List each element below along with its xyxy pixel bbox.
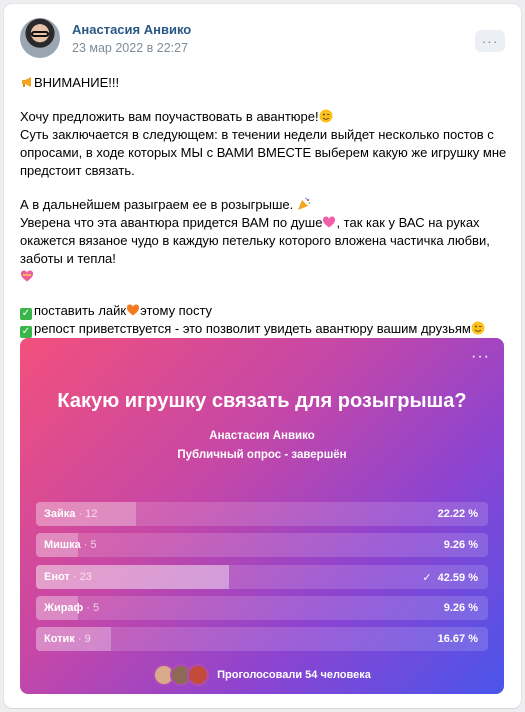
poll-answer-count: · 12 xyxy=(75,508,98,520)
poll-answer-percent: 42.59 % xyxy=(437,572,478,584)
poll-author[interactable]: Анастасия Анвико xyxy=(209,430,315,442)
poll-answer-label: Мишка xyxy=(44,539,81,551)
poll-widget: ··· Какую игрушку связать для розыгрыша?… xyxy=(20,338,504,694)
poll-answer-count: · 23 xyxy=(69,571,92,583)
poll-answer-percent: 16.67 % xyxy=(437,633,478,645)
poll-answer[interactable]: Мишка · 5 9.26 % xyxy=(36,533,488,557)
attention-text: ВНИМАНИЕ!!! xyxy=(34,75,120,90)
post-card: Анастасия Анвико 23 мар 2022 в 22:27 ···… xyxy=(4,4,521,708)
author-avatar[interactable] xyxy=(20,18,60,58)
sparkling-heart-icon xyxy=(323,216,336,228)
poll-answer-bar xyxy=(36,565,229,589)
wink-emoji-icon xyxy=(471,321,485,335)
text-line xyxy=(20,268,510,286)
orange-heart-icon xyxy=(127,304,140,316)
text-line: Суть заключается в следующем: в течении … xyxy=(20,127,507,178)
poll-question: Какую игрушку связать для розыгрыша? xyxy=(57,390,467,412)
voted-suffix: человека xyxy=(320,669,371,681)
poll-answer-bar xyxy=(36,596,78,620)
wink-emoji-icon xyxy=(319,109,333,123)
post-author[interactable]: Анастасия Анвико xyxy=(72,22,192,37)
voted-check-icon: ✓ xyxy=(422,572,432,584)
post-more-button[interactable]: ··· xyxy=(475,30,505,52)
poll-more-button[interactable]: ··· xyxy=(471,348,490,365)
poll-voters[interactable]: Проголосовали 54 человека xyxy=(20,664,504,686)
poll-answer-percent: 22.22 % xyxy=(437,508,478,520)
poll-answer-bar xyxy=(36,533,78,557)
text-line: ✓ поставить лайк этому посту xyxy=(20,303,213,320)
voter-avatar xyxy=(187,664,210,686)
heart-with-ribbon-icon xyxy=(20,270,34,282)
poll-answer-count: · 9 xyxy=(74,633,91,645)
megaphone-icon xyxy=(22,77,31,87)
poll-answer-count: · 5 xyxy=(83,602,100,614)
check-mark-icon: ✓ xyxy=(20,326,32,338)
post-date[interactable]: 23 мар 2022 в 22:27 xyxy=(72,41,189,55)
text-line: Хочу предложить вам поучаствовать в аван… xyxy=(20,108,510,126)
poll-answer-label: Зайка xyxy=(44,508,76,520)
party-popper-icon xyxy=(297,197,311,210)
poll-answer-label: Енот xyxy=(44,571,70,583)
check-mark-icon: ✓ xyxy=(20,308,32,320)
poll-answer[interactable]: Енот · 23 ✓ 42.59 % xyxy=(36,565,488,589)
poll-answer[interactable]: Зайка · 12 22.22 % xyxy=(36,502,488,526)
poll-answer-bar xyxy=(36,502,137,526)
poll-answer-bar xyxy=(36,627,112,651)
voted-prefix: Проголосовали xyxy=(217,669,303,681)
text-line: А в дальнейшем разыграем ее в розыгрыше. xyxy=(20,196,510,214)
poll-answer-percent: 9.26 % xyxy=(443,539,478,551)
poll-answer[interactable]: Жираф · 5 9.26 % xyxy=(36,596,488,620)
poll-answer-label: Котик xyxy=(44,633,75,645)
text-line: ВНИМАНИЕ!!! xyxy=(20,74,510,92)
poll-answer-percent: 9.26 % xyxy=(443,602,478,614)
text-line: ✓ репост приветствуется - это позволит ув… xyxy=(20,320,510,338)
post-text: ВНИМАНИЕ!!! Хочу предложить вам поучаств… xyxy=(20,74,510,338)
text-line: Уверена что эта авантюра придется ВАМ по… xyxy=(20,215,490,266)
voter-avatars xyxy=(153,664,210,686)
poll-status: Публичный опрос - завершён xyxy=(177,449,347,461)
poll-answer-label: Жираф xyxy=(44,602,84,614)
poll-answer-count: · 5 xyxy=(80,539,97,551)
voted-count: 54 xyxy=(305,669,318,681)
poll-answer[interactable]: Котик · 9 16.67 % xyxy=(36,627,488,651)
